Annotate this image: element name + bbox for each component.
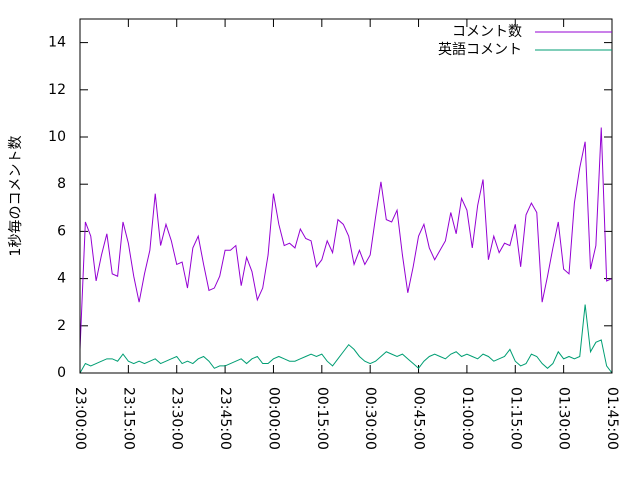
x-tick-label: 01:00:00 — [459, 387, 475, 450]
x-tick-label: 23:15:00 — [120, 387, 136, 450]
x-tick-label: 23:30:00 — [169, 387, 185, 450]
y-tick-label: 14 — [48, 35, 66, 51]
y-tick-label: 4 — [57, 271, 66, 287]
legend-label: 英語コメント — [438, 41, 522, 58]
x-tick-label: 01:45:00 — [604, 387, 620, 450]
x-tick-label: 00:45:00 — [411, 387, 427, 450]
x-tick-label: 00:30:00 — [362, 387, 378, 450]
x-tick-label: 01:30:00 — [556, 387, 572, 450]
series-line — [79, 127, 613, 350]
x-tick-label: 23:45:00 — [217, 387, 233, 450]
y-tick-label: 6 — [57, 223, 66, 239]
series-line — [79, 304, 613, 374]
y-tick-label: 10 — [48, 129, 66, 145]
legend-label: コメント数 — [452, 24, 522, 40]
y-tick-label: 0 — [57, 365, 66, 381]
plot-border — [79, 18, 613, 374]
x-tick-label: 00:15:00 — [314, 387, 330, 450]
y-tick-label: 12 — [48, 82, 66, 98]
x-tick-label: 01:15:00 — [507, 387, 523, 450]
y-tick-label: 8 — [57, 176, 66, 192]
x-tick-label: 00:00:00 — [265, 387, 281, 450]
y-tick-label: 2 — [57, 318, 66, 334]
y-axis-label: 1秒毎のコメント数 — [8, 136, 24, 257]
x-tick-label: 23:00:00 — [72, 387, 88, 450]
